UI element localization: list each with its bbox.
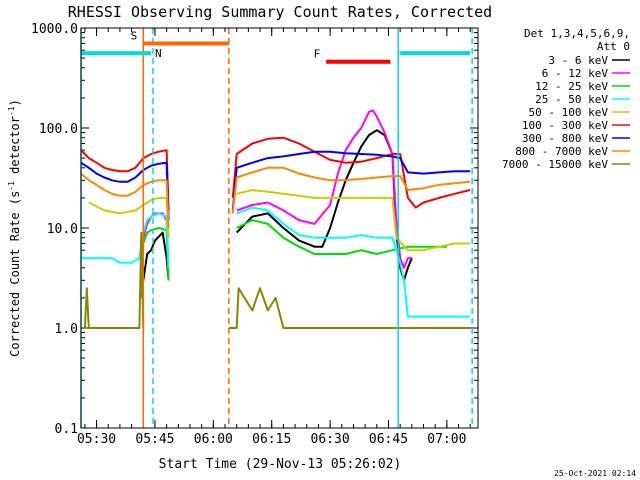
- legend-label-300-800-kev: 300 - 800 keV: [522, 132, 608, 145]
- y-label-end: ): [8, 99, 22, 106]
- plot-frame: [80, 27, 479, 429]
- y-tick-label: 10.0: [47, 222, 78, 237]
- y-tick-label: 1.0: [55, 322, 78, 337]
- legend-header-detectors: Det 1,3,4,5,6,9,: [524, 27, 630, 40]
- vertical-markers: [80, 28, 473, 428]
- y-axis-label: Corrected Count Rate (s-1 detector-1): [7, 99, 22, 357]
- y-axis: 0.1 1.0 10.0 100.0 1000.0: [31, 22, 478, 437]
- x-axis: 05:30 05:45 06:00 06:15 06:30 06:45 07:00: [77, 28, 471, 447]
- segment-label-s: S: [131, 29, 138, 42]
- legend-label-25-50-kev: 25 - 50 keV: [535, 93, 608, 106]
- segment-label-n: N: [155, 47, 162, 60]
- generation-timestamp: 25-Oct-2021 02:14: [554, 469, 636, 478]
- legend-label-50-100-kev: 50 - 100 keV: [529, 106, 609, 119]
- series-800-7000-kev: [80, 166, 471, 229]
- y-tick-label: 0.1: [55, 422, 78, 437]
- y-tick-label: 100.0: [39, 122, 78, 137]
- x-tick-label: 06:45: [369, 432, 408, 447]
- x-tick-label: 07:00: [427, 432, 466, 447]
- legend-header-attenuator: Att 0: [597, 40, 630, 53]
- series-6-12-kev: [142, 109, 412, 281]
- x-tick-label: 06:00: [194, 432, 233, 447]
- legend-label-3-6-kev: 3 - 6 keV: [548, 54, 608, 67]
- series-group: [80, 109, 471, 329]
- legend-label-800-7000-kev: 800 - 7000 keV: [515, 145, 608, 158]
- x-tick-label: 06:30: [311, 432, 350, 447]
- x-tick-label: 05:45: [135, 432, 174, 447]
- series-300-800-kev: [80, 150, 471, 221]
- legend-label-100-300-kev: 100 - 300 keV: [522, 119, 608, 132]
- y-label-main: Corrected Count Rate (s: [8, 191, 22, 357]
- chart-title: RHESSI Observing Summary Count Rates, Co…: [68, 3, 492, 21]
- y-label-mid: detector: [8, 116, 22, 181]
- state-segments: S N F: [81, 29, 471, 64]
- legend-label-12-25-kev: 12 - 25 keV: [535, 80, 608, 93]
- segment-label-f: F: [314, 48, 321, 61]
- legend-label-7000-15000-kev: 7000 - 15000 keV: [502, 158, 608, 171]
- y-label-sup1: -1: [7, 181, 16, 191]
- x-tick-label: 05:30: [77, 432, 116, 447]
- x-axis-label: Start Time (29-Nov-13 05:26:02): [159, 457, 402, 472]
- x-tick-label: 06:15: [252, 432, 291, 447]
- y-tick-label: 1000.0: [31, 22, 78, 37]
- legend-label-6-12-kev: 6 - 12 keV: [542, 67, 609, 80]
- y-label-sup2: -1: [7, 106, 16, 116]
- series-7000-15000-kev: [81, 231, 471, 329]
- series-100-300-kev: [80, 136, 471, 211]
